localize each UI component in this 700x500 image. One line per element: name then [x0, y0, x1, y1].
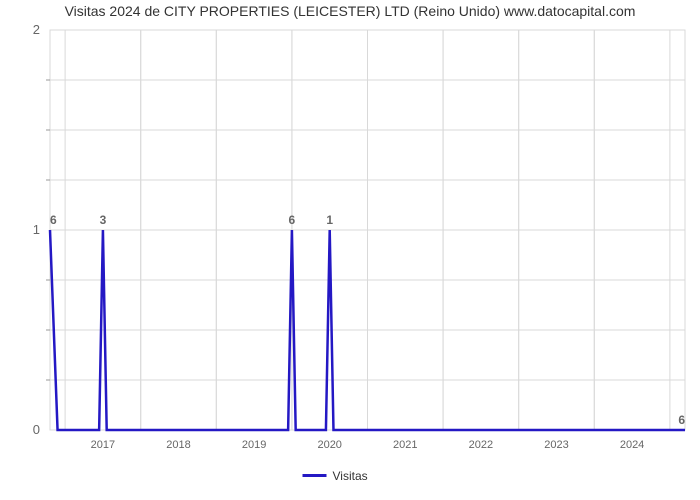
- y-tick-label: 2: [33, 22, 40, 37]
- x-tick-label: 2021: [393, 439, 417, 451]
- chart-container: Visitas 2024 de CITY PROPERTIES (LEICEST…: [0, 0, 700, 500]
- x-tick-label: 2024: [620, 439, 644, 451]
- legend-label: Visitas: [333, 469, 368, 483]
- data-point-label: 6: [289, 213, 296, 227]
- x-tick-label: 2022: [469, 439, 493, 451]
- data-point-label: 3: [100, 213, 107, 227]
- data-point-label: 1: [326, 213, 333, 227]
- x-tick-label: 2020: [317, 439, 341, 451]
- chart-title: Visitas 2024 de CITY PROPERTIES (LEICEST…: [65, 3, 636, 19]
- visits-line-chart: Visitas 2024 de CITY PROPERTIES (LEICEST…: [0, 0, 700, 500]
- data-point-label: 6: [678, 413, 685, 427]
- y-tick-label: 0: [33, 422, 40, 437]
- x-tick-label: 2018: [166, 439, 190, 451]
- x-tick-label: 2023: [544, 439, 568, 451]
- y-tick-label: 1: [33, 222, 40, 237]
- x-tick-label: 2017: [91, 439, 115, 451]
- data-point-label: 6: [50, 213, 57, 227]
- legend-swatch: [303, 474, 327, 477]
- x-tick-label: 2019: [242, 439, 266, 451]
